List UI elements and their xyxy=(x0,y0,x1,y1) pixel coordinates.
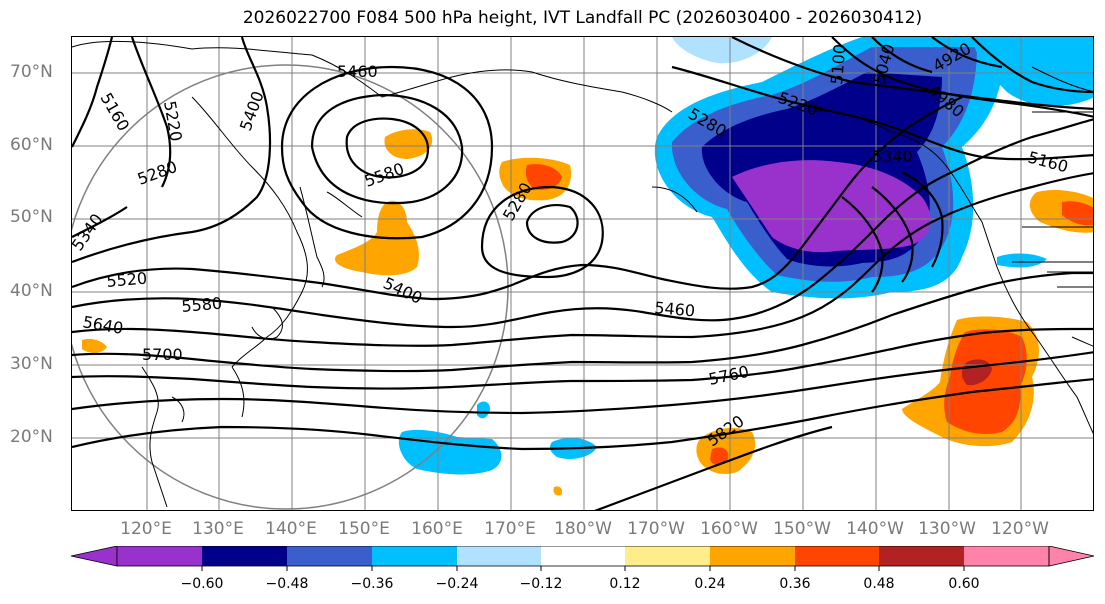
colorbar-segment xyxy=(372,546,457,566)
colorbar-extend-low xyxy=(70,546,118,567)
colorbar-segment xyxy=(879,546,964,566)
contour-label: 5400 xyxy=(380,273,425,307)
contour-label: 5640 xyxy=(81,312,124,338)
height-contours xyxy=(72,37,1093,510)
lon-label-150w: 150°W xyxy=(773,519,831,539)
lat-label-20n: 20°N xyxy=(10,427,53,447)
contour-label: 5100 xyxy=(827,43,849,85)
colorbar-segment xyxy=(710,546,795,566)
contour-label: 5340 xyxy=(872,147,913,166)
lon-label-160e: 160°E xyxy=(411,519,463,539)
colorbar-segment xyxy=(117,546,202,566)
colorbar-tick-label: 0.36 xyxy=(779,576,811,592)
colorbar-tick-label: −0.48 xyxy=(265,576,309,592)
lon-label-130w: 130°W xyxy=(918,519,976,539)
lat-label-70n: 70°N xyxy=(10,62,53,82)
lat-label-60n: 60°N xyxy=(10,135,53,155)
colorbar-tick-label: −0.24 xyxy=(435,576,479,592)
lon-label-180w: 180°W xyxy=(554,519,612,539)
colorbar-tick-label: −0.60 xyxy=(180,576,224,592)
colorbar-segment xyxy=(457,546,541,566)
colorbar-segment xyxy=(541,546,625,566)
colorbar-tick-label: −0.36 xyxy=(350,576,394,592)
map-title: 2026022700 F084 500 hPa height, IVT Land… xyxy=(242,8,923,28)
contour-label: 5460 xyxy=(654,298,696,320)
lat-label-50n: 50°N xyxy=(10,207,53,227)
colorbar-tick-label: 0.60 xyxy=(948,576,980,592)
lon-label-120w: 120°W xyxy=(991,519,1049,539)
lat-label-40n: 40°N xyxy=(10,281,53,301)
colorbar-tick-label: 0.48 xyxy=(863,576,895,592)
lon-label-160w: 160°W xyxy=(700,519,758,539)
colorbar-tick-label: 0.12 xyxy=(609,576,641,592)
lon-label-170w: 170°W xyxy=(627,519,685,539)
contour-label: 5760 xyxy=(707,362,751,389)
contour-label: 5520 xyxy=(106,269,148,291)
contour-label: 5220 xyxy=(160,99,186,142)
colorbar-segment xyxy=(795,546,879,566)
colorbar-tick-label: −0.12 xyxy=(519,576,563,592)
contour-label: 5580 xyxy=(362,159,407,191)
contour-label: 5280 xyxy=(135,157,180,189)
lon-label-130e: 130°E xyxy=(192,519,244,539)
contour-label: 5160 xyxy=(97,90,134,135)
contour-label: 5580 xyxy=(181,294,223,316)
colorbar-tick-label: 0.24 xyxy=(694,576,726,592)
colorbar-extend-high xyxy=(1048,546,1095,567)
contour-label: 5340 xyxy=(72,210,107,254)
map-panel: 5460 5400 5160 5220 5280 5340 5580 5520 … xyxy=(71,36,1094,511)
colorbar xyxy=(70,546,1095,571)
contour-label: 5400 xyxy=(236,89,268,134)
contour-label: 5700 xyxy=(142,345,183,364)
lon-label-150e: 150°E xyxy=(338,519,390,539)
colorbar-segment xyxy=(202,546,287,566)
lat-label-30n: 30°N xyxy=(10,354,53,374)
colorbar-segment xyxy=(625,546,710,566)
map-svg: 5460 5400 5160 5220 5280 5340 5580 5520 … xyxy=(72,37,1093,510)
contour-label: 5160 xyxy=(1026,148,1070,177)
lon-label-140w: 140°W xyxy=(846,519,904,539)
lon-label-170e: 170°E xyxy=(484,519,536,539)
colorbar-segment xyxy=(287,546,372,566)
lon-label-120e: 120°E xyxy=(120,519,172,539)
coastlines xyxy=(72,40,1093,508)
lon-label-140e: 140°E xyxy=(265,519,317,539)
contour-label: 5460 xyxy=(337,62,378,81)
colorbar-segment xyxy=(964,546,1049,566)
